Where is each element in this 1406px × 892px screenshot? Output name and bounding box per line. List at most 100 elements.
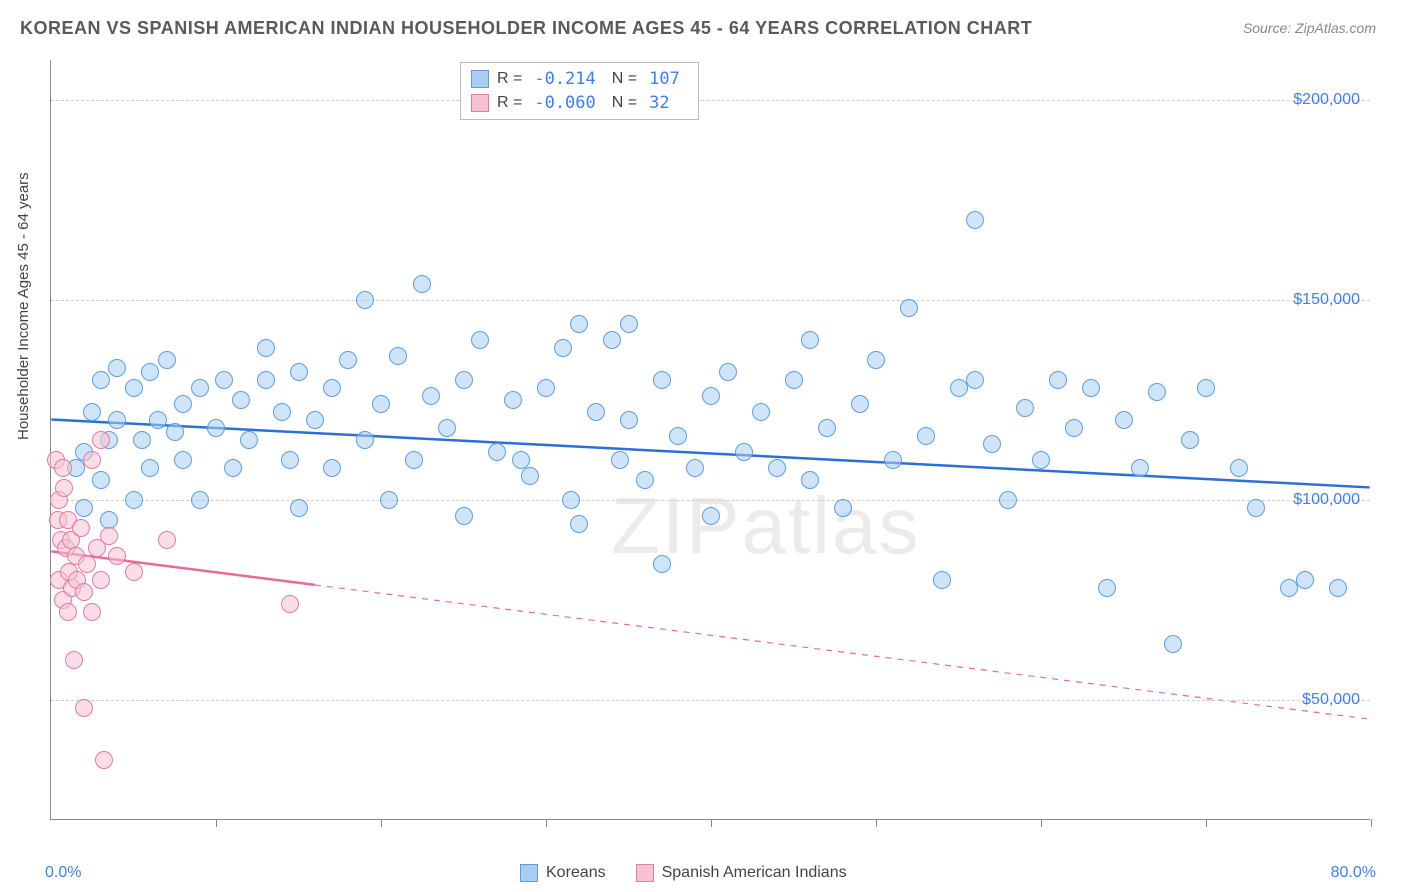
scatter-marker xyxy=(603,331,621,349)
scatter-marker xyxy=(356,291,374,309)
scatter-marker xyxy=(133,431,151,449)
scatter-marker xyxy=(1280,579,1298,597)
scatter-marker xyxy=(917,427,935,445)
scatter-marker xyxy=(240,431,258,449)
scatter-marker xyxy=(125,379,143,397)
scatter-plot-area: ZIPatlas $50,000$100,000$150,000$200,000 xyxy=(50,60,1370,820)
scatter-marker xyxy=(801,471,819,489)
x-tick xyxy=(381,819,382,827)
scatter-marker xyxy=(438,419,456,437)
scatter-marker xyxy=(1148,383,1166,401)
scatter-marker xyxy=(620,411,638,429)
scatter-marker xyxy=(768,459,786,477)
scatter-marker xyxy=(818,419,836,437)
source-attribution: Source: ZipAtlas.com xyxy=(1243,20,1376,36)
scatter-marker xyxy=(108,359,126,377)
scatter-marker xyxy=(1049,371,1067,389)
legend-swatch xyxy=(520,864,538,882)
scatter-marker xyxy=(1115,411,1133,429)
x-axis-min-label: 0.0% xyxy=(45,864,81,882)
scatter-marker xyxy=(1329,579,1347,597)
x-axis-max-label: 80.0% xyxy=(1331,864,1376,882)
scatter-marker xyxy=(92,471,110,489)
legend-row: R =-0.060N = 32 xyxy=(471,91,688,115)
series-legend: Koreans Spanish American Indians xyxy=(520,864,847,882)
scatter-marker xyxy=(339,351,357,369)
scatter-marker xyxy=(75,499,93,517)
scatter-marker xyxy=(356,431,374,449)
scatter-marker xyxy=(471,331,489,349)
legend-r-value: -0.214 xyxy=(534,67,595,91)
scatter-marker xyxy=(149,411,167,429)
scatter-marker xyxy=(380,491,398,509)
scatter-marker xyxy=(966,211,984,229)
legend-swatch xyxy=(471,94,489,112)
legend-label: Spanish American Indians xyxy=(662,864,847,882)
scatter-marker xyxy=(125,491,143,509)
scatter-marker xyxy=(1131,459,1149,477)
scatter-marker xyxy=(752,403,770,421)
scatter-marker xyxy=(413,275,431,293)
scatter-marker xyxy=(232,391,250,409)
scatter-marker xyxy=(702,387,720,405)
scatter-marker xyxy=(686,459,704,477)
scatter-marker xyxy=(1098,579,1116,597)
scatter-marker xyxy=(323,459,341,477)
gridline xyxy=(51,300,1370,301)
scatter-marker xyxy=(306,411,324,429)
scatter-marker xyxy=(174,451,192,469)
scatter-marker xyxy=(54,459,72,477)
scatter-marker xyxy=(570,515,588,533)
scatter-marker xyxy=(166,423,184,441)
scatter-marker xyxy=(405,451,423,469)
scatter-marker xyxy=(1247,499,1265,517)
scatter-marker xyxy=(1181,431,1199,449)
legend-row: R =-0.214N =107 xyxy=(471,67,688,91)
scatter-marker xyxy=(92,371,110,389)
scatter-marker xyxy=(59,603,77,621)
scatter-marker xyxy=(669,427,687,445)
scatter-marker xyxy=(884,451,902,469)
scatter-marker xyxy=(290,363,308,381)
y-axis-title: Householder Income Ages 45 - 64 years xyxy=(15,172,32,440)
scatter-marker xyxy=(983,435,1001,453)
y-tick-label: $200,000 xyxy=(1293,91,1360,109)
legend-n-value: 32 xyxy=(649,91,669,115)
legend-r-label: R = xyxy=(497,67,522,91)
x-tick xyxy=(1206,819,1207,827)
scatter-marker xyxy=(735,443,753,461)
scatter-marker xyxy=(653,371,671,389)
scatter-marker xyxy=(75,583,93,601)
legend-item: Spanish American Indians xyxy=(636,864,847,882)
scatter-marker xyxy=(65,651,83,669)
scatter-marker xyxy=(83,451,101,469)
scatter-marker xyxy=(281,595,299,613)
scatter-marker xyxy=(257,339,275,357)
scatter-marker xyxy=(108,547,126,565)
scatter-marker xyxy=(191,379,209,397)
scatter-marker xyxy=(950,379,968,397)
scatter-marker xyxy=(174,395,192,413)
scatter-marker xyxy=(207,419,225,437)
scatter-marker xyxy=(215,371,233,389)
legend-item: Koreans xyxy=(520,864,606,882)
scatter-marker xyxy=(1296,571,1314,589)
scatter-marker xyxy=(72,519,90,537)
legend-swatch xyxy=(636,864,654,882)
scatter-marker xyxy=(521,467,539,485)
scatter-marker xyxy=(719,363,737,381)
scatter-marker xyxy=(504,391,522,409)
scatter-marker xyxy=(587,403,605,421)
scatter-marker xyxy=(75,699,93,717)
scatter-marker xyxy=(999,491,1017,509)
scatter-marker xyxy=(867,351,885,369)
legend-r-value: -0.060 xyxy=(534,91,595,115)
legend-label: Koreans xyxy=(546,864,606,882)
scatter-marker xyxy=(95,751,113,769)
trend-line-dashed xyxy=(315,585,1370,719)
gridline xyxy=(51,700,1370,701)
scatter-marker xyxy=(92,431,110,449)
scatter-marker xyxy=(636,471,654,489)
scatter-marker xyxy=(141,363,159,381)
scatter-marker xyxy=(224,459,242,477)
